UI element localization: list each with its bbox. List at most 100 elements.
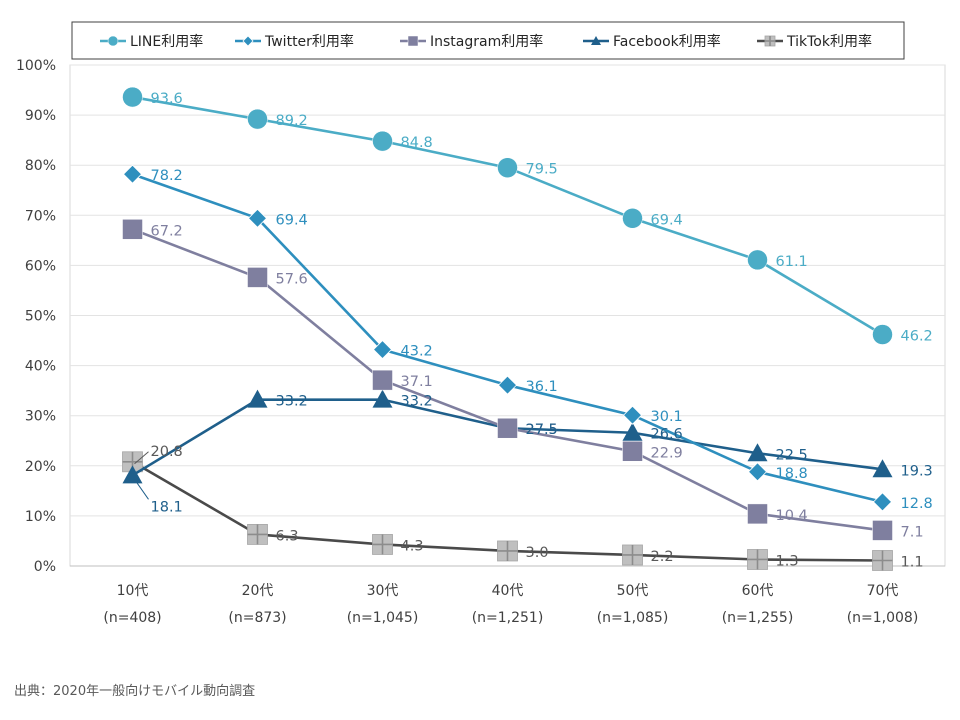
data-label-facebook: 18.1 xyxy=(151,499,183,515)
data-label-twitter: 69.4 xyxy=(276,212,308,228)
data-point-twitter xyxy=(372,340,393,360)
y-tick-label: 10% xyxy=(25,509,56,525)
x-tick-sample-size: (n=1,251) xyxy=(472,610,544,626)
data-point-facebook xyxy=(747,443,768,462)
data-label-instagram: 22.9 xyxy=(651,445,683,461)
data-label-facebook: 26.6 xyxy=(651,427,683,443)
data-label-instagram: 67.2 xyxy=(151,223,183,239)
data-point-tiktok xyxy=(872,550,893,571)
data-label-tiktok: 3.0 xyxy=(526,545,549,561)
data-point-line xyxy=(497,157,518,178)
data-label-facebook: 19.3 xyxy=(901,463,933,479)
legend-marker-facebook xyxy=(591,36,601,45)
data-point-tiktok xyxy=(747,549,768,570)
data-label-facebook: 33.2 xyxy=(401,394,433,410)
legend-marker-twitter xyxy=(242,35,254,47)
legend-label-instagram: Instagram利用率 xyxy=(430,33,543,50)
data-label-twitter: 18.8 xyxy=(776,466,808,482)
data-point-line xyxy=(872,324,893,345)
legend-label-tiktok: TikTok利用率 xyxy=(786,33,872,50)
series-line-twitter xyxy=(132,172,883,504)
x-tick-sample-size: (n=873) xyxy=(228,610,286,626)
y-tick-label: 0% xyxy=(34,559,56,575)
data-point-twitter xyxy=(622,405,643,425)
y-tick-label: 50% xyxy=(25,309,56,325)
data-point-line xyxy=(247,108,268,130)
data-label-instagram: 27.5 xyxy=(526,422,558,438)
data-point-tiktok xyxy=(247,524,268,545)
x-tick-sample-size: (n=1,045) xyxy=(347,610,419,626)
data-point-line xyxy=(622,208,643,229)
data-label-tiktok: 1.3 xyxy=(776,553,799,569)
data-label-line: 46.2 xyxy=(901,329,933,345)
x-tick-label: 20代 xyxy=(242,583,274,599)
data-point-line xyxy=(122,86,143,108)
data-label-line: 93.6 xyxy=(151,91,183,107)
data-label-line: 69.4 xyxy=(651,212,683,228)
y-tick-label: 90% xyxy=(25,108,56,124)
x-tick-label: 30代 xyxy=(367,583,399,599)
x-tick-sample-size: (n=1,085) xyxy=(597,610,669,626)
legend-marker-instagram xyxy=(407,35,419,47)
series-line-line xyxy=(132,95,884,336)
x-tick-label: 40代 xyxy=(492,583,524,599)
legend-marker-tiktok xyxy=(764,35,776,47)
data-label-twitter: 12.8 xyxy=(901,496,933,512)
data-point-twitter xyxy=(747,462,768,482)
data-point-facebook xyxy=(247,389,268,408)
legend-marker-line xyxy=(107,35,119,47)
data-label-tiktok: 2.2 xyxy=(651,549,674,565)
x-tick-sample-size: (n=1,008) xyxy=(847,610,919,626)
y-tick-label: 70% xyxy=(25,208,56,224)
x-tick-label: 50代 xyxy=(617,583,649,599)
data-point-twitter xyxy=(497,375,518,395)
data-label-twitter: 30.1 xyxy=(651,409,683,425)
data-point-instagram xyxy=(122,219,143,240)
x-tick-label: 70代 xyxy=(867,583,899,599)
data-point-instagram xyxy=(747,503,768,525)
leader-line-tiktok xyxy=(134,451,149,465)
data-point-line xyxy=(372,130,393,152)
legend-label-facebook: Facebook利用率 xyxy=(613,33,721,50)
data-label-instagram: 10.4 xyxy=(776,508,808,524)
data-label-facebook: 27.5 xyxy=(526,422,558,438)
data-label-twitter: 36.1 xyxy=(526,379,558,395)
data-point-instagram xyxy=(372,369,393,391)
data-point-instagram xyxy=(497,417,518,439)
data-point-tiktok xyxy=(497,540,518,562)
legend-label-twitter: Twitter利用率 xyxy=(264,33,354,50)
data-point-tiktok xyxy=(622,544,643,566)
data-label-instagram: 57.6 xyxy=(276,271,308,287)
data-point-twitter xyxy=(872,492,893,512)
data-point-line xyxy=(747,249,768,271)
data-point-instagram xyxy=(872,520,893,541)
data-label-tiktok: 6.3 xyxy=(276,528,299,544)
y-tick-label: 30% xyxy=(25,409,56,425)
x-tick-sample-size: (n=1,255) xyxy=(722,610,794,626)
data-point-twitter xyxy=(122,164,143,184)
source-note: 出典：2020年一般向けモバイル動向調査 xyxy=(14,684,256,699)
y-tick-label: 20% xyxy=(25,459,56,475)
data-point-tiktok xyxy=(372,534,393,555)
y-tick-label: 100% xyxy=(16,58,56,74)
y-tick-label: 60% xyxy=(25,258,56,274)
y-tick-label: 40% xyxy=(25,359,56,375)
data-point-instagram xyxy=(247,267,268,288)
data-label-instagram: 7.1 xyxy=(901,524,924,540)
data-point-twitter xyxy=(247,208,268,228)
data-label-line: 79.5 xyxy=(526,162,558,178)
y-tick-label: 80% xyxy=(25,158,56,174)
data-label-twitter: 78.2 xyxy=(151,168,183,184)
x-tick-sample-size: (n=408) xyxy=(103,610,161,626)
data-point-facebook xyxy=(122,465,143,484)
data-label-instagram: 37.1 xyxy=(401,374,433,390)
data-point-facebook xyxy=(622,422,643,441)
data-label-line: 61.1 xyxy=(776,254,808,270)
data-label-tiktok: 20.8 xyxy=(151,444,183,460)
data-label-line: 89.2 xyxy=(276,113,308,129)
leader-line-facebook xyxy=(134,479,149,500)
data-point-instagram xyxy=(622,441,643,462)
data-label-tiktok: 1.1 xyxy=(901,554,924,570)
x-tick-label: 60代 xyxy=(742,583,774,599)
